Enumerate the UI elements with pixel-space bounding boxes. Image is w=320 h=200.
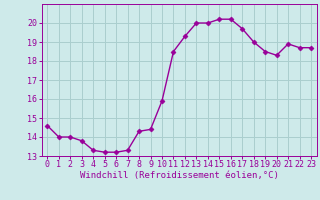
X-axis label: Windchill (Refroidissement éolien,°C): Windchill (Refroidissement éolien,°C): [80, 171, 279, 180]
